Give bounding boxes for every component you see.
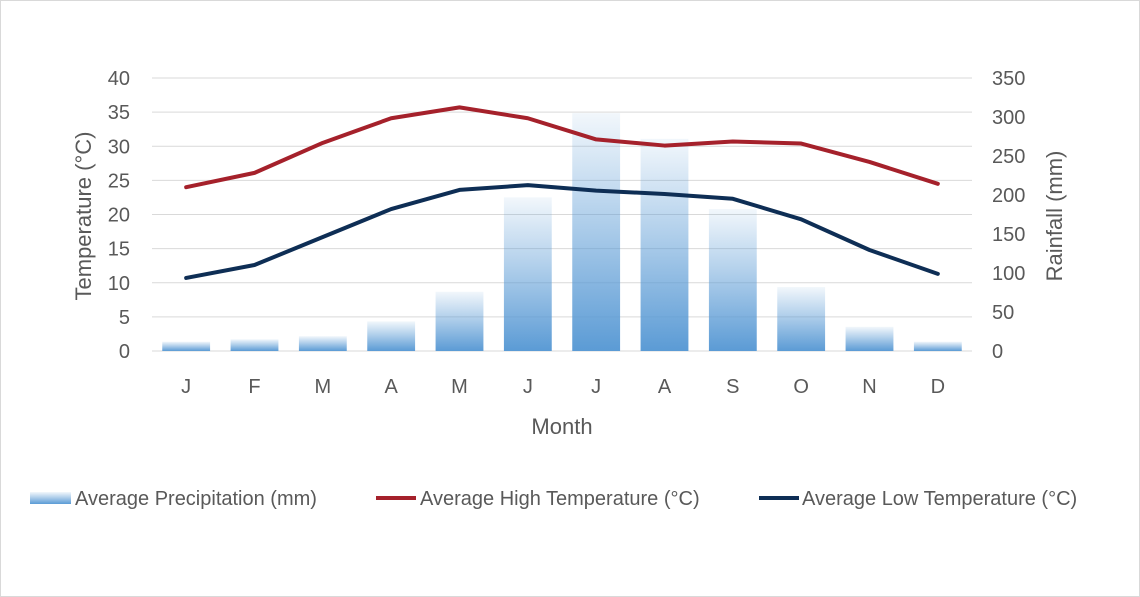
- x-tick-label: A: [384, 376, 398, 398]
- left-y-tick-label: 30: [108, 136, 130, 158]
- right-y-tick-label: 350: [992, 68, 1025, 90]
- right-y-tick-label: 200: [992, 185, 1025, 207]
- x-tick-label: N: [862, 376, 876, 398]
- x-tick-label: F: [248, 376, 260, 398]
- x-tick-label: O: [793, 376, 809, 398]
- left-y-tick-label: 0: [119, 341, 130, 363]
- x-tick-label: J: [591, 376, 601, 398]
- left-y-tick-label: 20: [108, 205, 130, 227]
- left-y-tick-label: 10: [108, 273, 130, 295]
- precipitation-bars: [162, 113, 962, 351]
- legend-precipitation-label: Average Precipitation (mm): [75, 488, 317, 510]
- precipitation-bar: [367, 321, 416, 351]
- left-y-axis-title: Temperature (°C): [71, 132, 96, 301]
- left-y-tick-label: 15: [108, 239, 130, 261]
- x-tick-label: D: [931, 376, 945, 398]
- legend-precipitation-swatch: [30, 492, 71, 504]
- precipitation-bar: [162, 341, 211, 351]
- x-axis-title: Month: [531, 414, 592, 439]
- x-tick-label: M: [314, 376, 331, 398]
- right-y-tick-label: 250: [992, 146, 1025, 168]
- precipitation-bar: [503, 197, 552, 351]
- precipitation-bar: [640, 138, 689, 351]
- right-y-tick-label: 150: [992, 224, 1025, 246]
- x-tick-label: J: [523, 376, 533, 398]
- grid-lines: [152, 77, 972, 352]
- legend-high-temperature-label: Average High Temperature (°C): [420, 488, 700, 510]
- temperature-lines: [184, 105, 940, 280]
- precipitation-bar: [298, 336, 347, 351]
- left-y-tick-label: 5: [119, 307, 130, 329]
- legend: Average Precipitation (mm) Average High …: [30, 488, 1077, 510]
- left-y-tick-label: 25: [108, 170, 130, 192]
- precipitation-bar: [435, 291, 484, 351]
- low-temperature-line: [184, 183, 940, 280]
- high-temperature-line: [184, 105, 940, 190]
- precipitation-bar: [845, 326, 894, 351]
- axis-ticks: 0 5 10 15 20 25 30 35 40 0 50 100 150 200 250 300 350 J F M…: [108, 68, 1026, 398]
- x-tick-label: J: [181, 376, 191, 398]
- precipitation-bar: [913, 341, 962, 351]
- x-tick-label: S: [726, 376, 739, 398]
- right-y-tick-label: 0: [992, 341, 1003, 363]
- precipitation-bar: [230, 339, 279, 351]
- right-y-tick-label: 50: [992, 302, 1014, 324]
- x-tick-label: A: [658, 376, 672, 398]
- right-y-tick-label: 100: [992, 263, 1025, 285]
- left-y-tick-label: 40: [108, 68, 130, 90]
- right-y-tick-label: 300: [992, 107, 1025, 129]
- precipitation-bar: [777, 287, 826, 351]
- precipitation-bar: [708, 209, 757, 351]
- x-tick-label: M: [451, 376, 468, 398]
- right-y-axis-title: Rainfall (mm): [1042, 151, 1067, 282]
- left-y-tick-label: 35: [108, 102, 130, 124]
- precipitation-bar: [572, 113, 621, 351]
- legend-low-temperature-label: Average Low Temperature (°C): [802, 488, 1077, 510]
